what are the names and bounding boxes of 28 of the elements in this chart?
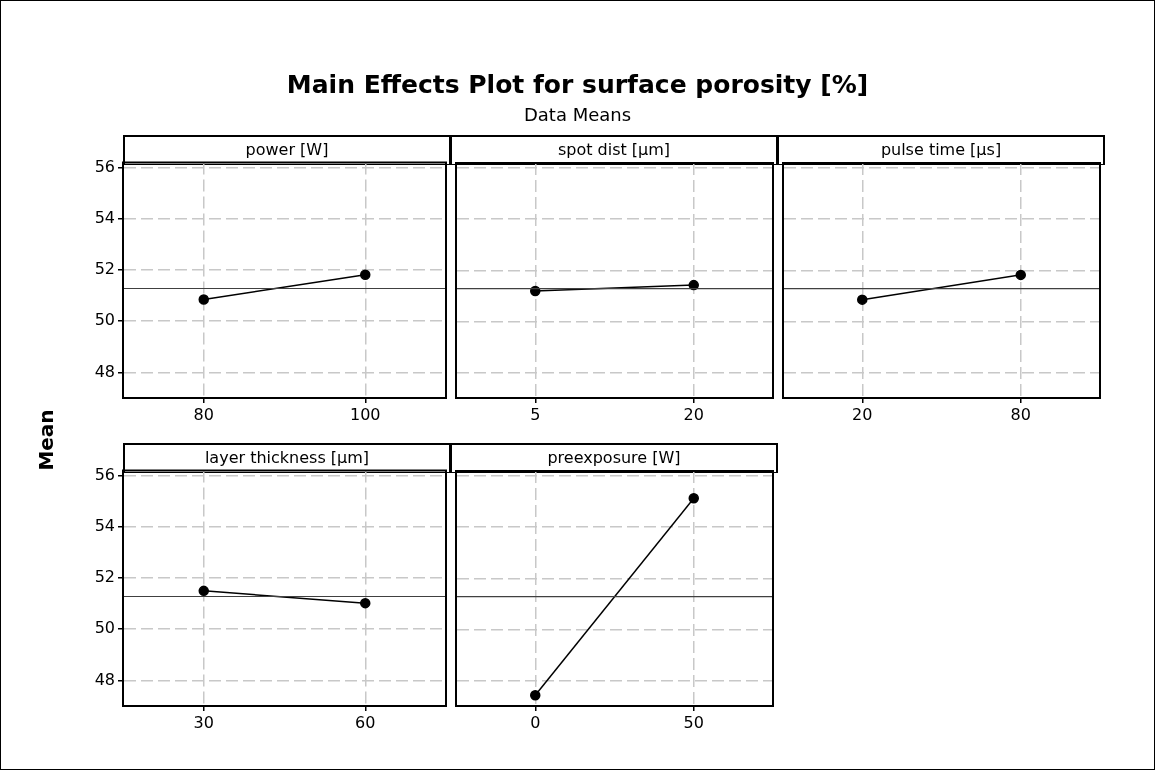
y-tick-label: 50 — [94, 310, 115, 330]
y-tick-label: 56 — [94, 156, 115, 176]
x-tick-label: 0 — [530, 712, 541, 732]
x-tick-label: 80 — [1010, 404, 1031, 424]
x-axis-title: power [W] — [123, 135, 451, 165]
y-tick-label: 54 — [94, 208, 115, 228]
y-axis-title: Mean — [34, 409, 58, 471]
x-axis-title: pulse time [μs] — [777, 135, 1105, 165]
y-tick-label: 52 — [94, 259, 115, 279]
x-tick-label: 100 — [349, 404, 381, 424]
x-axis-title: spot dist [μm] — [450, 135, 778, 165]
x-tick-label: 60 — [355, 712, 376, 732]
x-tick-label: 20 — [683, 404, 704, 424]
y-tick-label: 50 — [94, 618, 115, 638]
x-axis-title: layer thickness [μm] — [123, 443, 451, 473]
x-tick-label: 20 — [852, 404, 873, 424]
y-tick-label: 52 — [94, 567, 115, 587]
text: Main Effects Plot for surface porosity [%] — [285, 70, 870, 99]
x-tick-label: 30 — [193, 712, 214, 732]
y-tick-label: 48 — [94, 669, 115, 689]
x-tick-label: 80 — [193, 404, 214, 424]
y-tick-label: 48 — [94, 361, 115, 381]
x-tick-label: 5 — [530, 404, 541, 424]
x-axis-title: preexposure [W] — [450, 443, 778, 473]
y-tick-label: 54 — [94, 516, 115, 536]
y-tick-label: 56 — [94, 464, 115, 484]
text: Data Means — [522, 104, 633, 125]
x-tick-label: 50 — [683, 712, 704, 732]
